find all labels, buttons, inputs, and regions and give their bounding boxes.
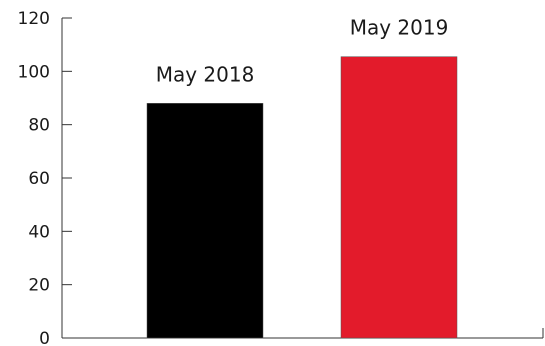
y-tick-label: 60	[28, 169, 50, 189]
bar-labels: May 2018 May 2019	[156, 16, 449, 87]
y-tick-label: 120	[18, 9, 50, 29]
bars	[146, 56, 458, 339]
y-tick-label: 80	[28, 116, 50, 136]
y-tick-label: 40	[28, 222, 50, 242]
y-axis: 0 20 40 60 80 100 120	[18, 9, 72, 346]
bar-2	[340, 56, 458, 339]
y-tick-label: 20	[28, 276, 50, 296]
bar-category-label: May 2018	[156, 62, 255, 86]
bar-category-label: May 2019	[350, 16, 449, 40]
y-tick-label: 0	[39, 329, 50, 346]
x-axis	[62, 328, 544, 339]
y-tick-label: 100	[18, 62, 50, 82]
bar-1	[146, 103, 264, 339]
